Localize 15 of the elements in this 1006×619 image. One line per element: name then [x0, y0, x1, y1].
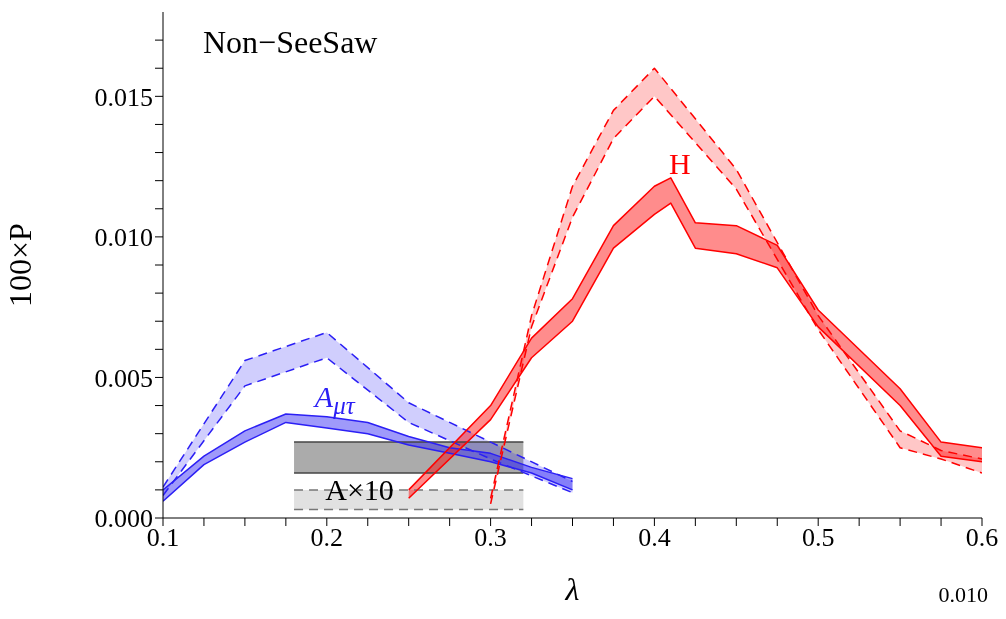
x-tick-label: 0.2	[310, 523, 344, 553]
text: 0.010	[938, 582, 988, 608]
x-tick-label: 0.3	[474, 523, 507, 553]
y-tick-label: 0.010	[94, 223, 153, 253]
y-axis-title: 100×P	[2, 223, 39, 307]
x-tick-label: 0.4	[638, 523, 671, 553]
annotation: A$_{μτ}$	[314, 380, 355, 421]
annotation: Non−SeeSaw	[203, 24, 378, 61]
x-tick-label: 0.6	[965, 523, 999, 553]
y-tick-label: 0.015	[94, 82, 153, 112]
annotation: A×10	[325, 473, 394, 507]
x-tick-label: 0.5	[801, 523, 835, 553]
annotation: H	[668, 146, 691, 181]
x-axis-title: λ	[564, 571, 580, 607]
y-tick-label: 0.005	[94, 363, 153, 393]
